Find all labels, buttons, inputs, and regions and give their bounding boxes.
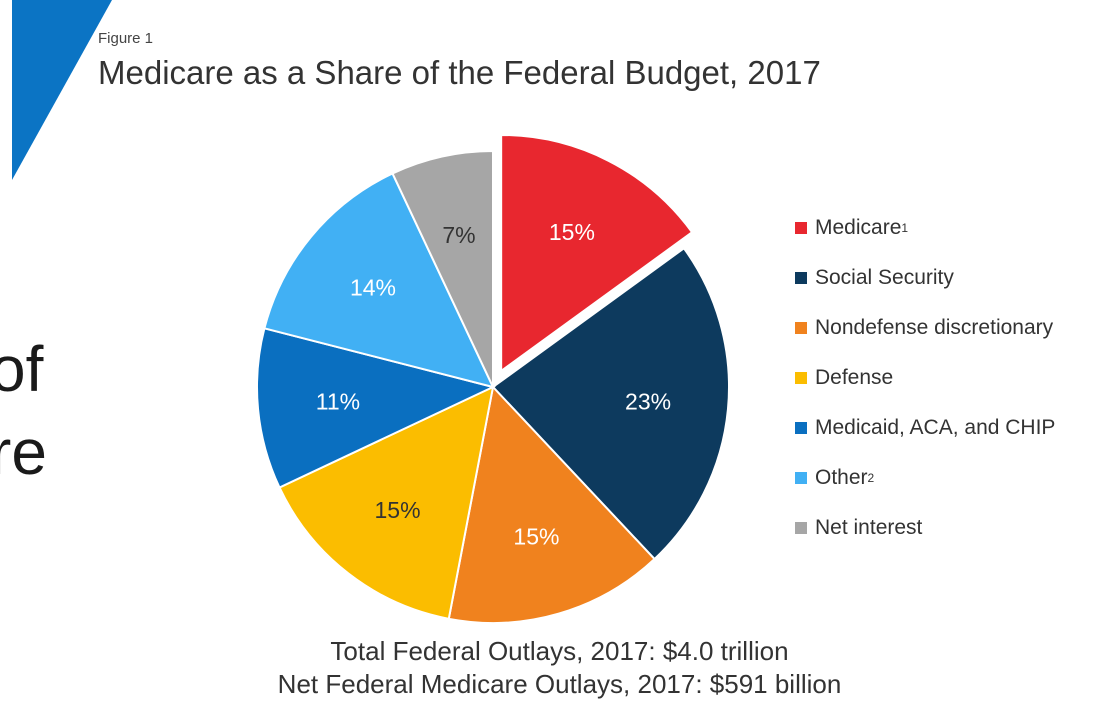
pie-label-nondefense-discretionary: 15% [513,524,559,550]
legend-swatch [795,271,807,284]
legend-label: Social Security [815,265,954,289]
legend-item-defense: Defense [795,365,1055,390]
pie-slice-nondefense-discretionary [447,384,656,624]
background-text-line-2: re [0,416,47,488]
legend-swatch [795,371,807,384]
pie-slice-social-security [491,246,730,561]
legend-item-other: Other 2 [795,465,1055,490]
chart-title: Medicare as a Share of the Federal Budge… [98,54,821,91]
footer-total-outlays: Total Federal Outlays, 2017: $4.0 trilli… [330,636,789,666]
legend-label: Other [815,465,868,489]
pie-slice-defense [278,385,495,620]
legend-label: Medicare [815,215,902,239]
legend-item-social-security: Social Security [795,265,1055,290]
pie-label-net-interest: 7% [442,222,475,248]
pie-label-social-security: 23% [625,389,671,415]
pie-slice-other [263,172,495,389]
corner-accent-wedge [12,0,112,180]
background-text-line-1: of [0,333,44,405]
legend-item-nondefense-discretionary: Nondefense discretionary [795,315,1055,340]
figure-label: Figure 1 [98,30,154,47]
legend-label: Defense [815,365,894,389]
chart-legend: Medicare 1 Social Security Nondefense discr… [795,215,1055,565]
legend-footnote-marker: 2 [867,470,875,485]
pie-slice-medicaid-aca-and-chip [256,327,496,489]
legend-label: Nondefense discretionary [815,315,1054,339]
pie-label-defense: 15% [375,497,421,523]
legend-item-medicare: Medicare 1 [795,215,1055,240]
pie-label-other: 14% [350,275,396,301]
pie-label-medicare: 15% [549,219,595,245]
legend-footnote-marker: 1 [901,220,909,235]
legend-item-net-interest: Net interest [795,515,1055,540]
pie-label-medicaid-aca-and-chip: 11% [316,389,360,415]
pie-slice-net-interest [391,149,494,388]
legend-label: Net interest [815,515,923,539]
legend-swatch [795,471,807,484]
pie-slice-medicare [500,133,694,373]
legend-swatch [795,221,807,234]
legend-swatch [795,521,807,534]
legend-label: Medicaid, ACA, and CHIP [815,415,1056,439]
legend-swatch [795,421,807,434]
footer-medicare-outlays: Net Federal Medicare Outlays, 2017: $591… [277,669,842,699]
legend-item-medicaid-aca-and-chip: Medicaid, ACA, and CHIP [795,415,1055,440]
legend-swatch [795,321,807,334]
